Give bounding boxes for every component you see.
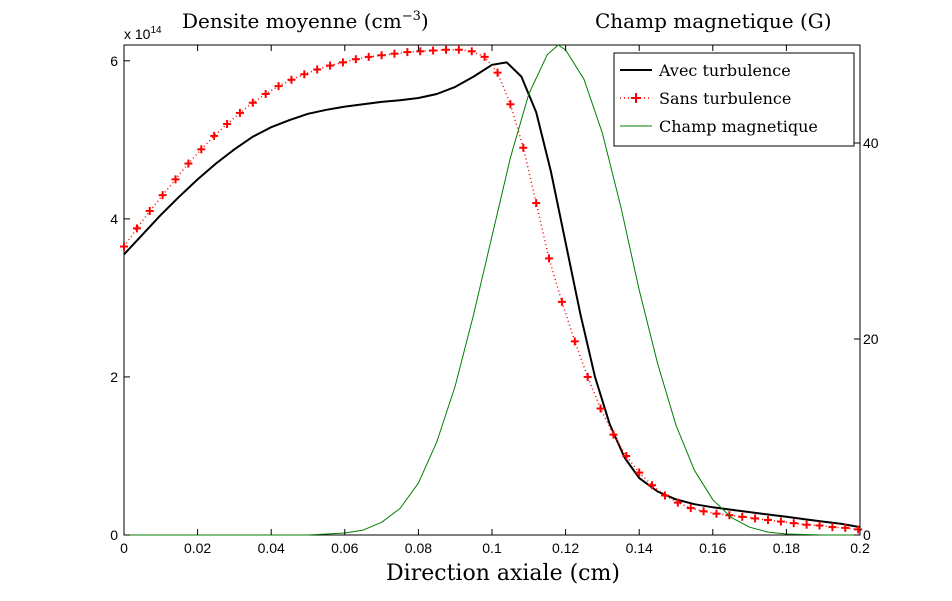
series-sans-turbulence-point — [480, 52, 489, 61]
x-tick-label: 0.18 — [773, 540, 800, 556]
series-sans-turbulence-point — [764, 515, 772, 524]
series-avec-turbulence-line — [123, 61, 861, 529]
series-sans-turbulence-point — [300, 70, 309, 79]
x-tick-label: 0.16 — [699, 540, 726, 556]
series-sans-turbulence-point — [120, 242, 128, 251]
series-sans-turbulence-point — [274, 82, 283, 91]
series-sans-turbulence-point — [351, 55, 360, 64]
x-tick-label: 0.06 — [331, 540, 358, 556]
series-sans-turbulence-point — [390, 49, 399, 58]
x-axis-label: Direction axiale (cm) — [386, 561, 620, 586]
series-sans-turbulence-point — [287, 75, 296, 84]
series-sans-turbulence-point — [686, 504, 695, 513]
legend-label-sans: Sans turbulence — [659, 89, 791, 108]
legend-label-champ: Champ magnetique — [659, 117, 818, 136]
series-sans-turbulence-point — [570, 337, 579, 346]
x-tick-label: 0 — [120, 540, 128, 556]
series-sans-turbulence-point — [841, 523, 850, 532]
x-tick-label: 0.04 — [258, 540, 285, 556]
series-sans-turbulence-point — [776, 517, 785, 526]
series-sans-turbulence-point — [532, 199, 541, 208]
series-sans-turbulence-point — [145, 206, 154, 215]
series-sans-turbulence-point — [545, 254, 554, 263]
series-sans-turbulence-point — [261, 90, 270, 98]
series-sans-turbulence-point — [223, 120, 232, 129]
x-tick-label: 0.2 — [850, 540, 870, 556]
series-sans-turbulence-point — [802, 520, 811, 529]
series-sans-turbulence-point — [403, 48, 412, 57]
series-sans-turbulence-point — [326, 61, 335, 70]
x-tick-label: 0.08 — [405, 540, 432, 556]
axes-layer: 0 0.02 0.04 0.06 0.08 0.1 0.12 0.14 0.16 0.18 0.20… — [110, 45, 879, 556]
series-sans-turbulence-point — [132, 224, 141, 233]
right-axis-title: Champ magnetique (G) — [595, 9, 832, 33]
series-sans-turbulence-point — [235, 108, 244, 117]
series-sans-turbulence-point — [377, 51, 386, 60]
series-sans-turbulence-point — [171, 175, 180, 184]
series-sans-turbulence-point — [789, 519, 798, 528]
series-sans-turbulence-point — [429, 46, 438, 55]
y-left-tick-label: 4 — [110, 211, 118, 227]
left-axis-multiplier-exponent: 14 — [150, 25, 162, 36]
y-left-tick-label: 2 — [110, 369, 118, 385]
y-right-tick-label: 20 — [863, 331, 879, 347]
y-right-tick-label: 0 — [863, 527, 871, 543]
series-sans-turbulence-point — [338, 58, 347, 67]
legend-label-avec: Avec turbulence — [658, 61, 791, 80]
series-sans-turbulence-point — [635, 468, 644, 477]
series-sans-turbulence-point — [364, 52, 373, 61]
series-sans-turbulence-point — [622, 451, 631, 460]
series-sans-turbulence-point — [416, 47, 425, 56]
series-sans-turbulence-point — [493, 68, 502, 77]
series-sans-turbulence-point — [854, 525, 863, 534]
series-sans-turbulence-point — [583, 372, 592, 381]
series-sans-turbulence-point — [184, 159, 193, 168]
series-sans-turbulence-point — [673, 498, 682, 507]
x-tick-label: 0.12 — [552, 540, 579, 556]
left-axis-title-exponent: −3 — [402, 9, 421, 24]
y-left-tick-label: 0 — [110, 527, 118, 543]
y-right-tick-label: 40 — [863, 135, 879, 151]
series-sans-turbulence-point — [596, 404, 605, 413]
series-sans-turbulence-point — [158, 191, 167, 200]
y-left-tick-label: 6 — [110, 53, 118, 69]
series-sans-turbulence-point — [506, 100, 515, 109]
series-sans-turbulence-point — [815, 521, 824, 530]
x-tick-label: 0.02 — [184, 540, 211, 556]
legend: Avec turbulence Sans turbulence Champ ma… — [613, 52, 855, 147]
left-axis-multiplier: x 1014 — [124, 25, 162, 42]
series-sans-turbulence-point — [313, 65, 322, 74]
series-layer — [120, 44, 863, 536]
left-axis-title-close: ) — [421, 9, 429, 33]
series-sans-turbulence-point — [738, 512, 747, 521]
legend-swatch-sans-marker — [631, 93, 641, 103]
series-sans-turbulence-point — [609, 430, 618, 439]
series-sans-turbulence-point — [712, 509, 721, 518]
series-sans-turbulence-point — [828, 523, 837, 532]
series-sans-turbulence-point — [454, 45, 463, 54]
x-tick-label: 0.1 — [482, 540, 502, 556]
series-sans-turbulence-point — [751, 514, 760, 523]
series-sans-turbulence-point — [442, 45, 450, 54]
series-sans-turbulence-point — [248, 98, 257, 107]
legend-box — [613, 52, 855, 147]
series-sans-turbulence-point — [519, 143, 528, 152]
left-axis-title: Densite moyenne (cm−3) — [182, 9, 429, 33]
x-tick-label: 0.14 — [626, 540, 653, 556]
series-sans-turbulence-point — [660, 491, 669, 500]
series-sans-turbulence-point — [557, 297, 566, 306]
series-sans-turbulence-point — [210, 131, 219, 140]
series-sans-turbulence-point — [648, 481, 657, 490]
series-sans-turbulence-point — [699, 507, 708, 516]
series-sans-turbulence-point — [467, 47, 476, 56]
series-sans-turbulence-point — [197, 145, 206, 154]
